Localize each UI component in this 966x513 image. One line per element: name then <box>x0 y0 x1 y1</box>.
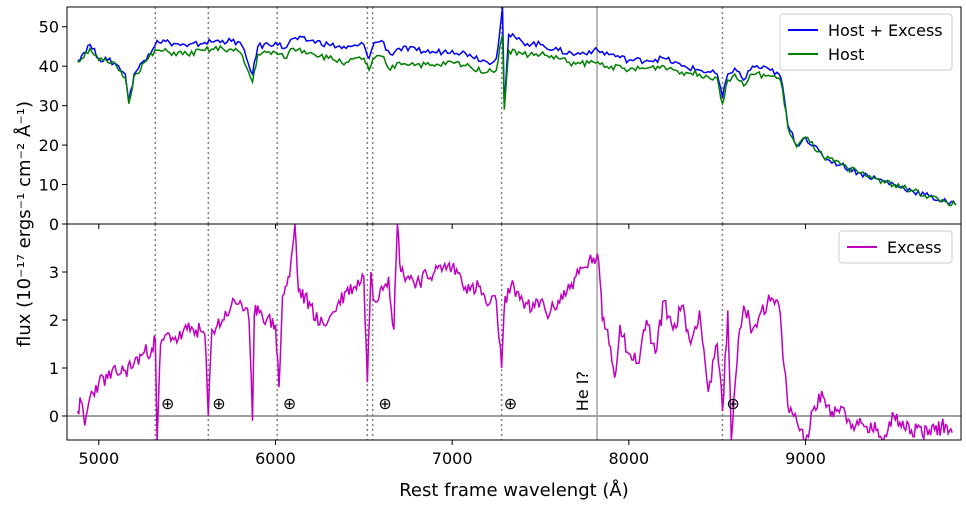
top-series-host-excess <box>77 7 957 206</box>
bottom-xtick-label-4: 9000 <box>785 449 826 468</box>
top-ytick-label-3: 30 <box>39 97 59 116</box>
he-i-label: He I? <box>573 371 592 411</box>
telluric-marker-3: ⊕ <box>378 394 391 413</box>
bottom-xtick-label-2: 7000 <box>432 449 473 468</box>
bottom-ytick-label-3: 3 <box>49 263 59 282</box>
bottom-legend-box <box>838 230 953 264</box>
y-axis-label: flux (10⁻¹⁷ ergs⁻¹ cm⁻² Å⁻¹) <box>13 101 35 347</box>
top-ytick-label-2: 20 <box>39 136 59 155</box>
bottom-legend-label-0: Excess <box>887 238 942 257</box>
top-series-host <box>77 34 957 207</box>
telluric-marker-4: ⊕ <box>504 394 517 413</box>
top-legend-label-1: Host <box>828 45 864 64</box>
bottom-ytick-label-1: 1 <box>49 359 59 378</box>
telluric-marker-1: ⊕ <box>212 394 225 413</box>
top-legend-box <box>779 13 953 71</box>
bottom-xtick-label-3: 8000 <box>608 449 649 468</box>
top-ytick-label-5: 50 <box>39 18 59 37</box>
bottom-ytick-label-0: 0 <box>49 407 59 426</box>
bottom-xtick-label-1: 6000 <box>255 449 296 468</box>
top-ytick-label-4: 40 <box>39 57 59 76</box>
telluric-marker-0: ⊕ <box>161 394 174 413</box>
top-ytick-label-0: 0 <box>49 215 59 234</box>
bottom-ytick-label-2: 2 <box>49 311 59 330</box>
bottom-frame <box>66 223 962 441</box>
x-axis-label: Rest frame wavelengt (Å) <box>399 479 629 501</box>
telluric-marker-5: ⊕ <box>726 394 739 413</box>
telluric-marker-2: ⊕ <box>283 394 296 413</box>
top-legend-label-0: Host + Excess <box>828 21 943 40</box>
top-ytick-label-1: 10 <box>39 176 59 195</box>
bottom-xtick-label-0: 5000 <box>78 449 119 468</box>
bottom-series-excess <box>76 224 953 440</box>
